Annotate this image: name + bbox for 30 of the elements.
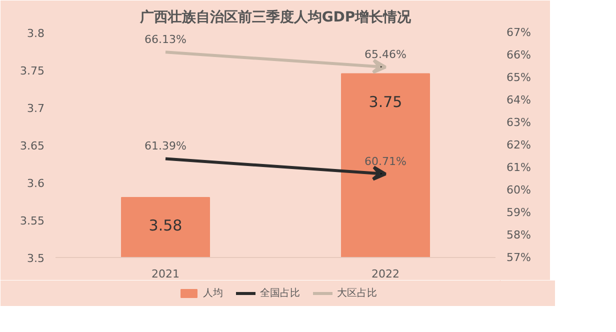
y-tick-label: 3.6 [27, 177, 45, 190]
chart-title: 广西壮族自治区前三季度人均GDP增长情况 [138, 8, 412, 26]
y2-tick-label: 58% [506, 228, 531, 242]
y2-tick-label: 62% [506, 138, 531, 152]
y-tick-label: 3.55 [20, 214, 45, 228]
y-tick-label: 3.8 [27, 27, 45, 40]
y2-tick-label: 59% [506, 206, 531, 219]
data-label: 3.75 [368, 92, 402, 111]
legend-label: 大区占比 [337, 286, 377, 300]
legend-label: 全国占比 [260, 286, 300, 300]
y2-tick-label: 57% [506, 251, 531, 264]
data-label: 60.71% [364, 155, 406, 168]
y-tick-label: 3.7 [27, 102, 45, 115]
y2-tick-label: 63% [506, 116, 531, 129]
y2-tick-label: 67% [506, 26, 531, 39]
x-tick-label: 2022 [372, 268, 400, 280]
y-tick-label: 3.65 [20, 140, 45, 152]
y2-tick-label: 60% [506, 184, 531, 196]
legend-label: 人均 [203, 287, 223, 300]
data-label: 3.58 [148, 216, 182, 234]
data-label: 65.46% [364, 48, 406, 62]
data-label: 61.39% [144, 140, 186, 153]
x-tick-label: 2021 [152, 268, 180, 280]
y-tick-label: 3.5 [27, 252, 45, 265]
data-label: 66.13% [144, 33, 186, 46]
y2-tick-label: 65% [506, 71, 531, 84]
y2-tick-label: 64% [506, 94, 531, 106]
y2-tick-label: 61% [506, 161, 531, 174]
y-tick-label: 3.75 [20, 64, 45, 78]
y2-tick-label: 66% [506, 48, 531, 62]
